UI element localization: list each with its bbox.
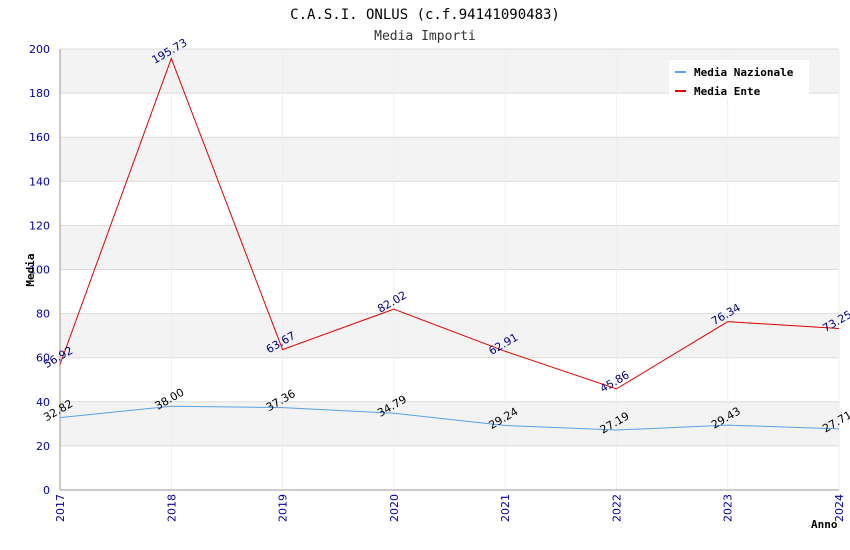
y-axis-label: Media [24,253,37,286]
data-label: 56.92 [41,344,75,371]
y-tick-label: 80 [36,308,50,321]
x-tick-label: 2018 [165,494,178,522]
background-band [60,225,839,270]
y-tick-label: 160 [29,131,50,144]
x-tick-label: 2020 [388,494,401,522]
y-tick-label: 40 [36,396,50,409]
x-tick-label: 2021 [499,494,512,522]
x-tick-label: 2024 [833,494,846,522]
x-axis-label: Anno [811,518,838,531]
data-label: 45.86 [598,368,632,395]
y-tick-label: 0 [43,484,50,497]
legend-label: Media Ente [694,85,761,98]
y-tick-label: 120 [29,219,50,232]
x-tick-label: 2023 [722,494,735,522]
background-band [60,313,839,358]
background-band [60,401,839,446]
chart-title: C.A.S.I. ONLUS (c.f.94141090483) [290,7,560,23]
y-tick-label: 60 [36,352,50,365]
series-line [59,405,840,431]
background-band [60,137,839,182]
y-tick-label: 140 [29,175,50,188]
x-tick-label: 2022 [610,494,623,522]
data-label: 82.02 [375,289,409,316]
x-tick-labels: 2017 2018 2019 2020 2021 2022 2023 2024 [54,494,846,522]
background-bands [60,49,839,446]
y-tick-label: 200 [29,43,50,56]
y-tick-label: 20 [36,440,50,453]
series-line [59,56,840,390]
legend: Media Nazionale Media Ente [669,60,809,98]
y-tick-labels: 0 20 40 60 80 100 120 140 160 180 200 [29,43,50,497]
y-tick-label: 180 [29,87,50,100]
legend-box [669,60,809,98]
x-tick-label: 2019 [277,494,290,522]
y-tick-label: 100 [29,264,50,277]
chart-subtitle: Media Importi [374,29,476,44]
legend-label: Media Nazionale [694,66,794,79]
series-lines [59,56,840,431]
x-tick-label: 2017 [54,494,67,522]
